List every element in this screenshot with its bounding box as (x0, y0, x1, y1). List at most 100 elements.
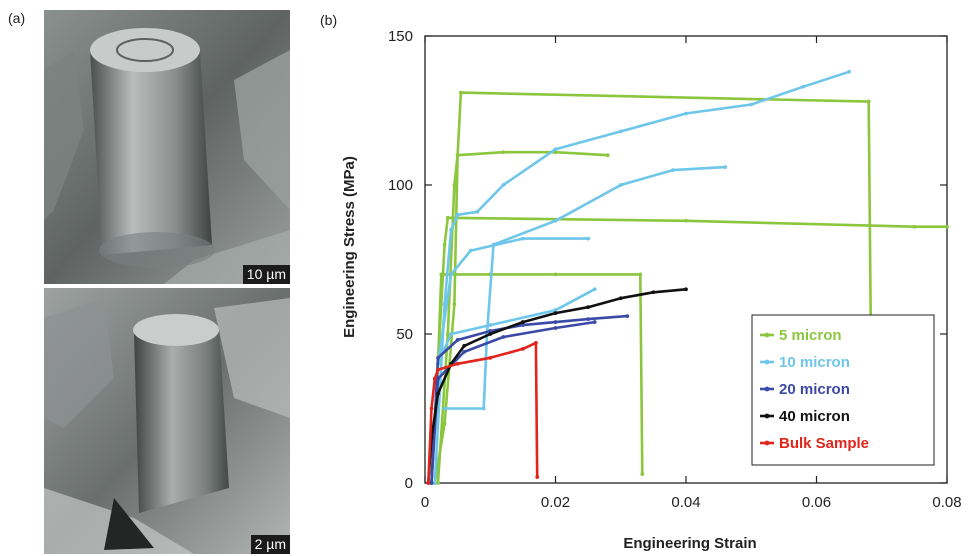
data-point-bulk-sample (429, 406, 434, 411)
data-point-40-micron (553, 311, 558, 316)
data-point-5-micron (452, 183, 457, 187)
legend-label-40-micron: 40 micron (779, 408, 850, 425)
data-point-10-micron (432, 481, 437, 485)
data-point-10-micron (618, 183, 623, 187)
data-point-5-micron (458, 90, 463, 95)
data-point-5-micron (445, 332, 450, 336)
data-point-5-micron (945, 224, 949, 229)
data-point-10-micron (455, 212, 460, 217)
panel-b-label: (b) (320, 12, 338, 28)
legend-label-bulk-sample: Bulk Sample (779, 435, 869, 452)
data-point-5-micron (445, 215, 450, 220)
data-point-bulk-sample (488, 355, 493, 360)
scale-bar-bottom: 2 µm (250, 535, 290, 554)
data-point-5-micron (436, 481, 440, 485)
data-point-10-micron (723, 165, 728, 170)
y-axis-label: Engineering Stress (MPa) (341, 156, 358, 338)
data-point-10-micron (684, 111, 688, 116)
data-point-20-micron (520, 323, 525, 327)
y-tick-label: 150 (388, 28, 413, 45)
data-point-bulk-sample (535, 475, 540, 479)
data-point-10-micron (488, 323, 493, 327)
data-point-5-micron (501, 150, 506, 155)
data-point-10-micron (553, 147, 558, 152)
x-tick-label: 0.08 (932, 494, 961, 511)
data-point-5-micron (442, 421, 447, 426)
data-point-5-micron (684, 218, 688, 223)
data-point-10-micron (449, 272, 453, 277)
data-point-bulk-sample (432, 376, 437, 381)
stress-strain-chart: 0 0.02 0.04 0.06 0.08 0 50 100 150 5 micron 10 mic… (341, 28, 962, 552)
data-point-20-micron (455, 338, 460, 342)
data-point-5-micron (638, 272, 643, 277)
series-line-40-micron (427, 288, 687, 484)
sem-image-bottom: 2 µm (44, 288, 290, 554)
data-point-10-micron (618, 129, 623, 134)
data-point-5-micron (912, 224, 917, 229)
x-tick-label: 0.02 (541, 494, 570, 511)
scale-bar-top: 10 µm (242, 265, 290, 284)
panel-a-label: (a) (8, 10, 26, 26)
data-point-40-micron (436, 391, 440, 396)
data-point-5-micron (439, 272, 444, 277)
data-point-10-micron (749, 102, 754, 107)
x-axis-label: Engineering Strain (623, 535, 756, 552)
legend-marker-bulk-sample (764, 440, 770, 446)
series-line-20-micron (430, 320, 595, 484)
data-point-20-micron (553, 326, 558, 330)
data-point-10-micron (475, 209, 480, 214)
data-point-10-micron (449, 332, 453, 336)
sem-image-top: 10 µm (44, 10, 290, 284)
legend-marker-10-micron (764, 359, 770, 365)
data-point-20-micron (488, 329, 493, 333)
data-point-40-micron (520, 320, 525, 324)
data-point-10-micron (671, 168, 675, 173)
data-point-40-micron (462, 344, 467, 348)
data-point-20-micron (592, 320, 597, 324)
data-point-10-micron (520, 236, 525, 241)
legend-marker-40-micron (764, 413, 770, 419)
legend-box (751, 314, 935, 466)
legend-label-20-micron: 20 micron (779, 381, 850, 398)
legend-label-5-micron: 5 micron (779, 327, 842, 344)
micropillar-graphic-top (44, 10, 290, 284)
data-point-20-micron (462, 349, 467, 354)
y-tick-label: 50 (396, 326, 413, 343)
data-point-20-micron (625, 314, 630, 319)
data-point-bulk-sample (455, 361, 460, 366)
y-tick-label: 0 (405, 475, 413, 492)
legend-marker-20-micron (764, 386, 770, 392)
y-tick-label: 100 (388, 177, 413, 194)
data-point-40-micron (586, 305, 591, 310)
data-point-20-micron (429, 481, 434, 485)
data-point-5-micron (442, 242, 447, 247)
data-point-10-micron (481, 406, 486, 411)
data-point-40-micron (651, 290, 656, 295)
data-point-5-micron (640, 472, 645, 476)
data-point-20-micron (553, 320, 558, 324)
series-line-10-micron (433, 70, 850, 484)
x-tick-label: 0.06 (802, 494, 831, 511)
data-point-40-micron (488, 332, 493, 336)
data-point-10-micron (468, 248, 473, 253)
data-point-10-micron (553, 308, 558, 313)
data-point-5-micron (553, 272, 558, 277)
micropillar-graphic-bottom (44, 288, 290, 554)
data-point-bulk-sample (534, 341, 538, 345)
series-line-20-micron (430, 314, 628, 484)
data-point-40-micron (618, 296, 623, 301)
data-point-bulk-sample (520, 347, 525, 351)
legend-label-10-micron: 10 micron (779, 354, 850, 371)
x-tick-label: 0.04 (671, 494, 700, 511)
series-line-10-micron (444, 165, 726, 410)
data-point-5-micron (605, 153, 610, 158)
data-point-20-micron (436, 376, 440, 381)
data-point-40-micron (684, 287, 688, 292)
data-point-5-micron (455, 153, 460, 158)
data-point-5-micron (452, 302, 457, 307)
x-tick-label: 0 (421, 494, 429, 511)
data-point-10-micron (449, 227, 453, 232)
data-point-20-micron (501, 335, 506, 339)
data-point-10-micron (847, 69, 852, 74)
data-point-5-micron (866, 99, 871, 104)
